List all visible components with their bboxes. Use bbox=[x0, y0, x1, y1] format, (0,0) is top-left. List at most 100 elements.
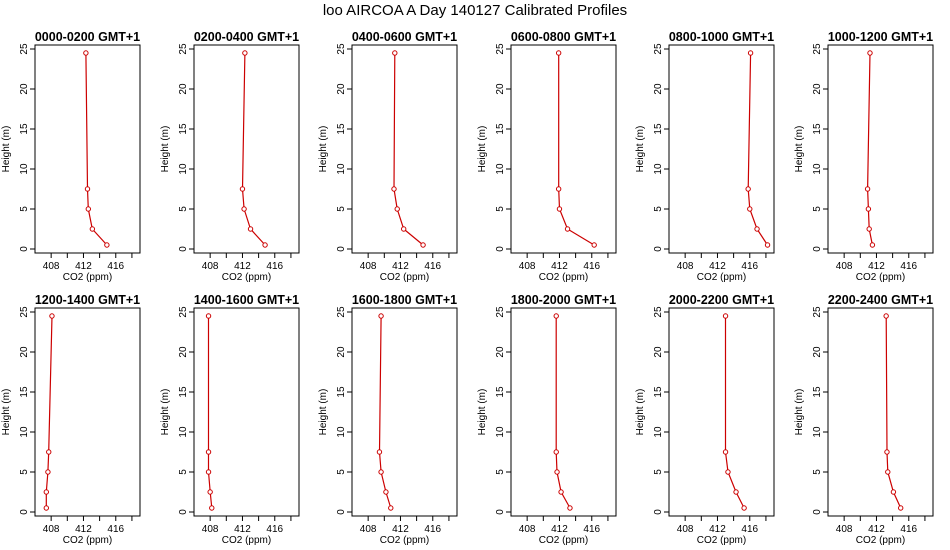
y-axis-label: Height (m) bbox=[794, 126, 805, 173]
data-point bbox=[83, 50, 89, 56]
data-point bbox=[388, 505, 394, 511]
y-axis-label: Height (m) bbox=[318, 389, 329, 436]
data-point bbox=[747, 206, 753, 212]
x-tick-label: 408 bbox=[836, 261, 853, 272]
data-point bbox=[884, 449, 890, 455]
y-tick-label: 25 bbox=[178, 306, 189, 318]
x-axis-label: CO2 (ppm) bbox=[856, 535, 905, 546]
y-tick-label: 5 bbox=[653, 469, 664, 475]
x-tick-label: 416 bbox=[583, 524, 600, 535]
y-tick-label: 0 bbox=[336, 509, 347, 515]
y-tick-label: 20 bbox=[812, 346, 823, 358]
data-point bbox=[391, 186, 397, 192]
data-point bbox=[49, 313, 55, 319]
profile-line bbox=[378, 315, 392, 509]
x-tick-label: 408 bbox=[202, 261, 219, 272]
panel-title: 0000-0200 GMT+1 bbox=[35, 30, 140, 44]
data-point bbox=[864, 186, 871, 192]
data-point bbox=[394, 206, 400, 212]
data-point bbox=[43, 505, 50, 511]
data-point bbox=[558, 489, 564, 495]
y-tick-label: 10 bbox=[178, 426, 189, 438]
y-tick-label: 0 bbox=[178, 509, 189, 515]
data-point bbox=[84, 186, 91, 192]
x-tick-label: 416 bbox=[266, 524, 283, 535]
x-tick-label: 416 bbox=[266, 261, 283, 272]
data-point bbox=[867, 50, 873, 56]
plot-frame bbox=[193, 307, 300, 517]
data-point bbox=[554, 469, 560, 475]
y-tick-label: 25 bbox=[495, 43, 506, 55]
x-axis-label: CO2 (ppm) bbox=[380, 272, 429, 283]
y-tick-label: 25 bbox=[336, 306, 347, 318]
data-point bbox=[205, 449, 212, 455]
y-tick-label: 15 bbox=[495, 123, 506, 135]
profile-line bbox=[558, 53, 595, 246]
y-tick-label: 15 bbox=[336, 123, 347, 135]
data-point bbox=[890, 489, 897, 495]
y-tick-label: 5 bbox=[653, 206, 664, 212]
data-point bbox=[567, 505, 573, 511]
x-axis-label: CO2 (ppm) bbox=[380, 535, 429, 546]
data-point bbox=[747, 50, 754, 56]
y-tick-label: 5 bbox=[336, 469, 347, 475]
y-tick-label: 0 bbox=[653, 246, 664, 252]
panel-title: 0600-0800 GMT+1 bbox=[511, 30, 616, 44]
data-point bbox=[754, 226, 760, 232]
y-axis-label: Height (m) bbox=[794, 389, 805, 436]
data-point bbox=[207, 489, 213, 495]
x-axis-label: CO2 (ppm) bbox=[222, 535, 271, 546]
profile-line bbox=[724, 316, 745, 509]
x-tick-label: 408 bbox=[202, 524, 219, 535]
y-tick-label: 5 bbox=[178, 469, 189, 475]
data-point bbox=[241, 206, 247, 212]
y-tick-label: 20 bbox=[495, 83, 506, 95]
y-tick-label: 20 bbox=[336, 346, 347, 358]
x-axis-label: CO2 (ppm) bbox=[697, 272, 746, 283]
profile-line bbox=[393, 52, 424, 246]
plot-frame bbox=[351, 307, 458, 517]
panel-title: 1200-1400 GMT+1 bbox=[35, 293, 140, 307]
y-tick-label: 5 bbox=[19, 206, 30, 212]
y-tick-label: 5 bbox=[812, 206, 823, 212]
data-point bbox=[209, 505, 215, 511]
y-tick-label: 25 bbox=[336, 43, 347, 55]
y-tick-label: 0 bbox=[812, 246, 823, 252]
data-point bbox=[725, 469, 731, 475]
x-tick-label: 412 bbox=[234, 524, 251, 535]
y-tick-label: 0 bbox=[495, 246, 506, 252]
data-point bbox=[262, 242, 268, 248]
y-tick-label: 20 bbox=[336, 83, 347, 95]
x-tick-label: 416 bbox=[583, 261, 600, 272]
data-point bbox=[104, 242, 110, 248]
profile-line bbox=[555, 316, 571, 509]
x-tick-label: 412 bbox=[868, 524, 885, 535]
panel-title: 1800-2000 GMT+1 bbox=[511, 293, 616, 307]
data-point bbox=[722, 313, 729, 319]
x-tick-label: 408 bbox=[43, 261, 60, 272]
x-tick-label: 416 bbox=[741, 261, 758, 272]
y-tick-label: 10 bbox=[812, 163, 823, 175]
plot-frame bbox=[668, 307, 775, 517]
x-tick-label: 408 bbox=[360, 524, 377, 535]
plot-frame bbox=[827, 44, 934, 254]
data-point bbox=[239, 186, 246, 192]
x-tick-label: 408 bbox=[360, 261, 377, 272]
y-tick-label: 5 bbox=[495, 469, 506, 475]
x-tick-label: 412 bbox=[392, 524, 409, 535]
data-point bbox=[866, 226, 872, 232]
x-axis-label: CO2 (ppm) bbox=[539, 535, 588, 546]
x-tick-label: 412 bbox=[392, 261, 409, 272]
data-point bbox=[420, 242, 426, 248]
y-tick-label: 20 bbox=[653, 346, 664, 358]
data-point bbox=[376, 449, 383, 455]
y-tick-label: 15 bbox=[19, 386, 30, 398]
y-tick-label: 25 bbox=[19, 306, 30, 318]
x-axis-label: CO2 (ppm) bbox=[222, 272, 271, 283]
y-tick-label: 25 bbox=[178, 43, 189, 55]
